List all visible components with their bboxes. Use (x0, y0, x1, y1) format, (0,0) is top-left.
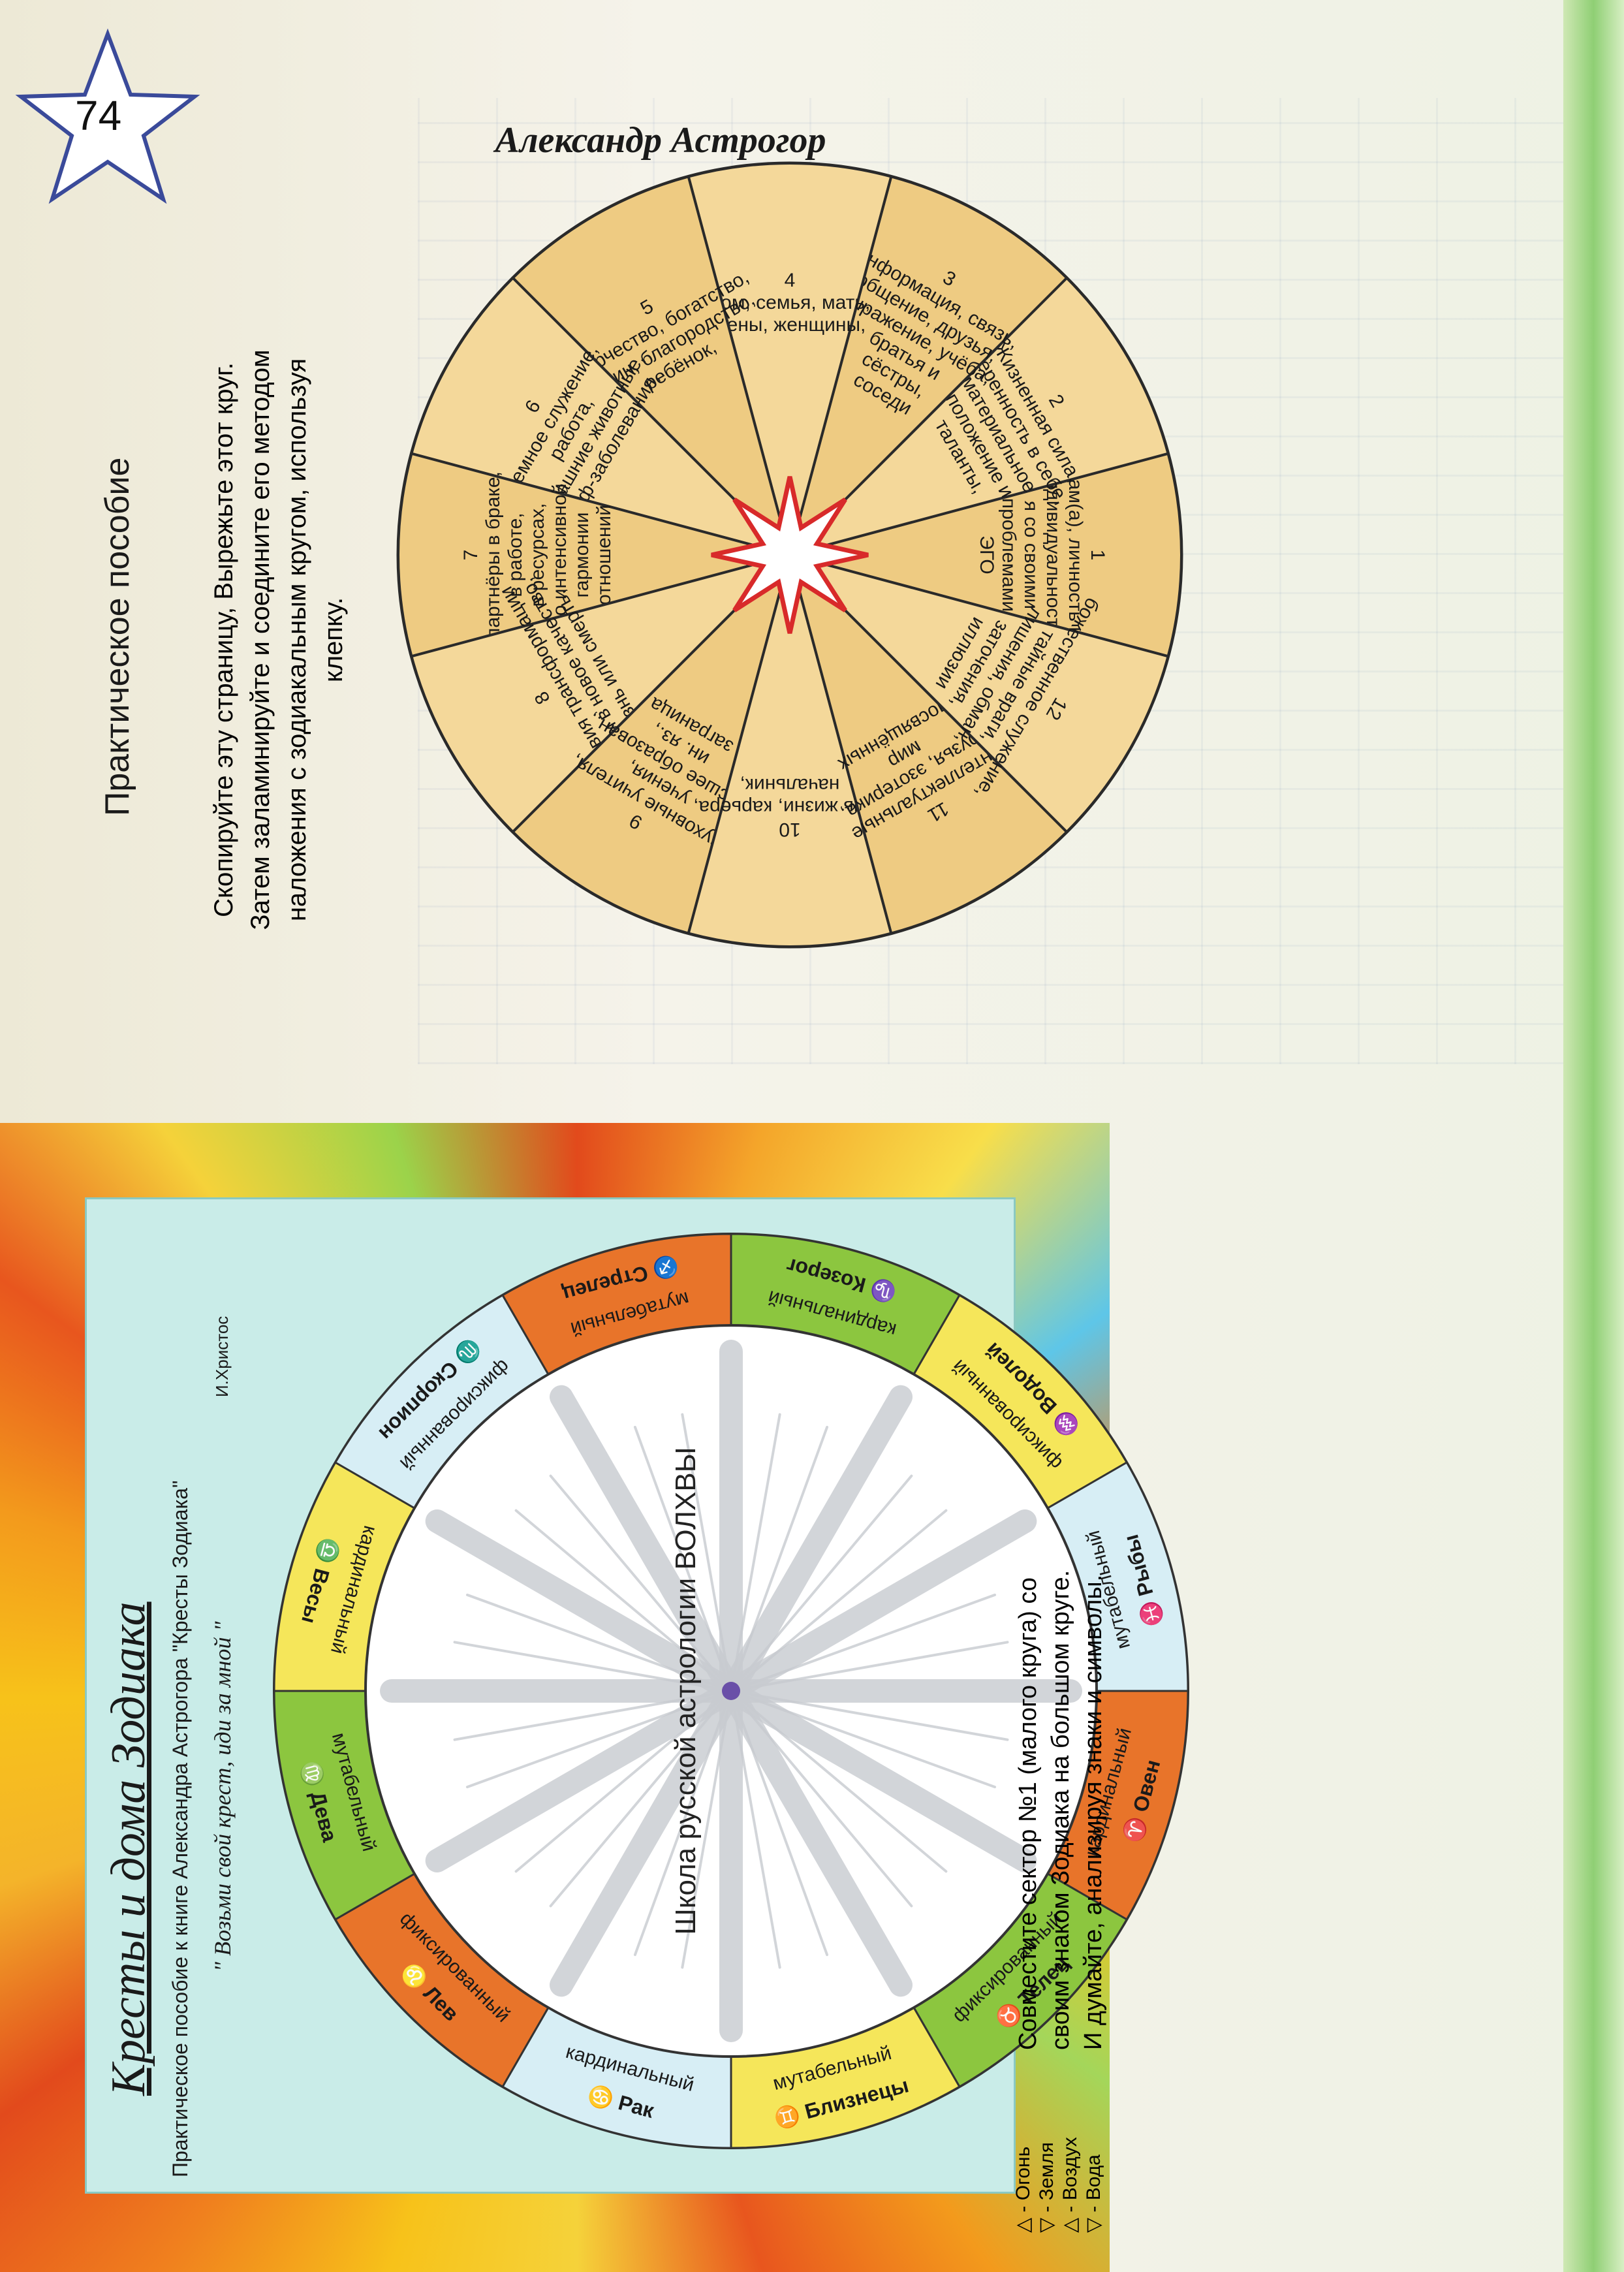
zodiac-ray (425, 1679, 743, 1872)
book-spine-edge (1563, 0, 1624, 2272)
zodiac-ray (550, 1385, 743, 1703)
zodiac-ray (719, 1385, 913, 1703)
zodiac-ray (681, 1690, 732, 1969)
house-sector-4 (687, 161, 893, 560)
zodiac-subtitle: Практическое пособие к книге Александра … (168, 1480, 192, 2177)
zodiac-ray (719, 1679, 913, 1997)
house-sector-8 (409, 552, 794, 834)
houses-instructions: Скопируйте эту страницу, Вырежьте этот к… (210, 349, 348, 930)
houses-wheel: 1Я сам(а), личность илииндивидуальность,… (396, 161, 1183, 949)
house-text-10: 10цель жизни, карьера,начальник, (693, 774, 886, 840)
zodiac-ray (730, 1690, 829, 1957)
house-sector-7 (397, 452, 795, 658)
legend-air: △ - Воздух (1059, 2137, 1081, 2233)
house-sector-5 (510, 174, 792, 560)
zodiac-ray (550, 1679, 743, 1997)
zodiac-ray (730, 1413, 781, 1692)
house-center-star (711, 476, 869, 634)
house-sector-11 (787, 550, 1069, 936)
house-text-7: 7партнёры в браке,в работе,в ресурсах,по… (460, 471, 615, 639)
house-sector-3 (787, 174, 1069, 560)
zodiac-ray (719, 1679, 1037, 1872)
legend-fire: △ - Огонь (1012, 2146, 1034, 2233)
zodiac-ray (465, 1690, 732, 1789)
house-sector-2 (785, 276, 1170, 558)
house-sector-10 (687, 550, 893, 948)
zodiac-ray (549, 1690, 732, 1908)
zodiac-ray (514, 1509, 732, 1692)
zodiac-ray (730, 1474, 913, 1692)
page-number-star (15, 28, 200, 204)
house-sector-1 (785, 452, 1183, 658)
legend-earth: ▽ - Земля (1036, 2142, 1057, 2233)
house-sector-6 (409, 276, 794, 558)
zodiac-quote-author: И.Христос (212, 1316, 232, 1397)
zodiac-ray (719, 1509, 1037, 1703)
zodiac-ray (681, 1413, 732, 1692)
legend-water: ▽ - Вода (1083, 2154, 1104, 2233)
zodiac-ray (425, 1509, 743, 1703)
zodiac-ray (453, 1641, 732, 1692)
house-text-1: 1Я сам(а), личность илииндивидуальность,… (976, 450, 1108, 661)
zodiac-ray (633, 1425, 732, 1692)
element-legend: △ - Огонь ▽ - Земля △ - Воздух ▽ - Вода (1012, 2137, 1106, 2233)
house-sector-9 (510, 550, 792, 936)
page-number: 74 (75, 92, 122, 139)
zodiac-quote: " Возьми свой крест, иди за мной " (210, 1621, 236, 1972)
school-label: Школа русской астрологии ВОЛХВЫ (670, 1447, 702, 1934)
zodiac-ray (730, 1690, 1009, 1741)
house-sector-12 (785, 552, 1170, 834)
zodiac-ray (730, 1690, 948, 1873)
zodiac-ray (730, 1593, 997, 1692)
zodiac-center (722, 1682, 740, 1700)
zodiac-instructions: Совместите сектор №1 (малого круга) со с… (1014, 1570, 1107, 2050)
houses-title: Практическое пособие (99, 457, 136, 816)
house-text-4: 4 дом, семья, мать, жены, женщины, (710, 270, 871, 336)
zodiac-title: Кресты и дома Зодиака (102, 1601, 155, 2096)
